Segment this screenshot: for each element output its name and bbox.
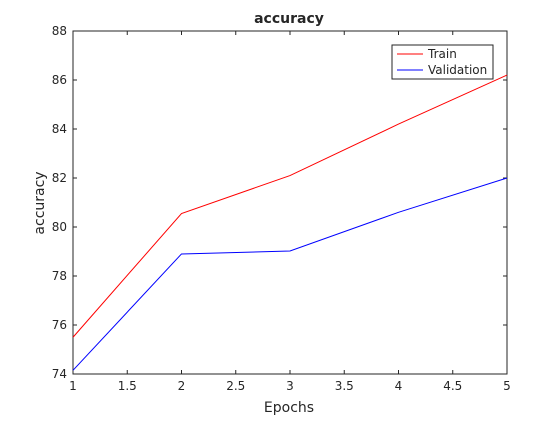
y-tick-label: 88: [52, 24, 67, 38]
legend-box: [391, 44, 494, 80]
x-tick-label: 5: [503, 379, 511, 393]
series-line-train: [72, 74, 508, 338]
y-axis-label: accuracy: [32, 171, 48, 234]
x-tick-label: 3.5: [335, 379, 354, 393]
x-tick-label: 2: [178, 379, 186, 393]
series-line-validation: [72, 177, 508, 371]
legend-label-validation: Validation: [428, 63, 487, 77]
x-tick-label: 3: [286, 379, 294, 393]
chart-title: accuracy: [254, 11, 324, 27]
legend-label-train: Train: [427, 47, 457, 61]
x-tick-label: 1: [69, 379, 77, 393]
y-tick-label: 80: [52, 220, 67, 234]
x-tick-label: 4: [395, 379, 403, 393]
x-tick-label: 4.5: [443, 379, 462, 393]
y-tick-label: 74: [52, 367, 67, 381]
y-tick-label: 82: [52, 171, 67, 185]
y-tick-label: 78: [52, 269, 67, 283]
y-tick-label: 84: [52, 122, 67, 136]
x-tick-label: 1.5: [118, 379, 137, 393]
y-tick-label: 76: [52, 318, 67, 332]
x-axis-label: Epochs: [264, 400, 314, 416]
y-tick-label: 86: [52, 73, 67, 87]
x-tick-label: 2.5: [226, 379, 245, 393]
plot-area-frame: [72, 30, 508, 375]
